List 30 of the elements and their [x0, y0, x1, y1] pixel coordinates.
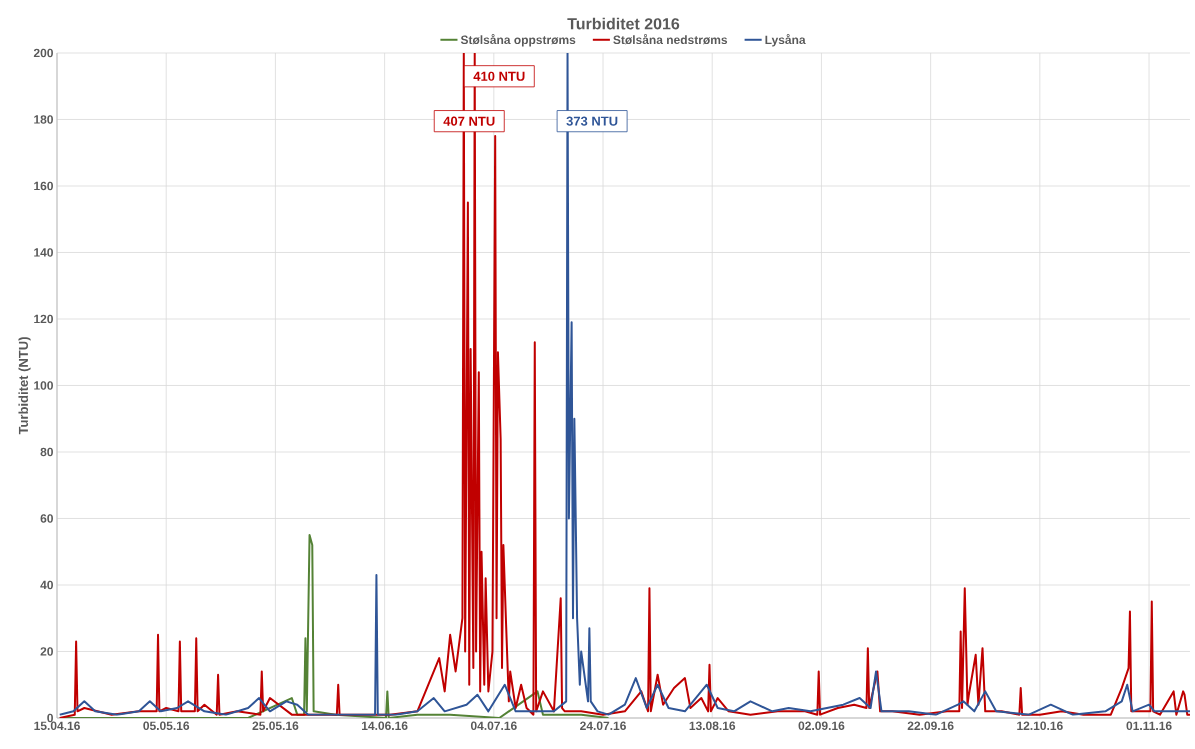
y-tick-label: 120: [34, 314, 53, 324]
y-tick-label: 60: [40, 514, 53, 523]
y-tick-label: 0: [47, 713, 53, 723]
x-tick-label: 02.09.16: [798, 721, 845, 731]
chart-title: Turbiditet 2016: [567, 17, 680, 30]
y-tick-label: 40: [40, 580, 53, 590]
x-tick-label: 12.10.16: [1017, 721, 1063, 731]
annotation: 373 NTU: [566, 116, 618, 126]
annotation: 410 NTU: [473, 71, 525, 81]
y-tick-label: 200: [33, 48, 53, 58]
y-axis-title: Turbiditet (NTU): [18, 337, 31, 435]
x-tick-label: 04.07.16: [470, 721, 517, 731]
y-tick-label: 160: [34, 181, 53, 191]
x-tick-label: 15.04.16: [34, 721, 80, 731]
x-tick-label: 05.05.16: [143, 721, 190, 731]
y-tick-label: 20: [40, 647, 53, 656]
x-tick-label: 13.08.16: [689, 721, 736, 731]
x-tick-label: 22.09.16: [907, 721, 954, 731]
x-tick-label: 24.07.16: [580, 721, 626, 731]
x-tick-label: 25.05.16: [252, 721, 299, 731]
legend-label: Lysåna: [765, 34, 806, 47]
annotation: 407 NTU: [443, 116, 495, 126]
y-tick-label: 100: [34, 381, 53, 390]
legend-label: Stølsåna nedstrøms: [613, 34, 728, 45]
y-tick-label: 180: [34, 115, 53, 124]
x-tick-label: 01.11.16: [1126, 721, 1172, 731]
y-tick-label: 140: [34, 248, 53, 257]
x-tick-label: 14.06.16: [362, 721, 408, 731]
y-tick-label: 80: [40, 447, 53, 457]
legend-label: Stølsåna oppstrøms: [460, 34, 576, 47]
